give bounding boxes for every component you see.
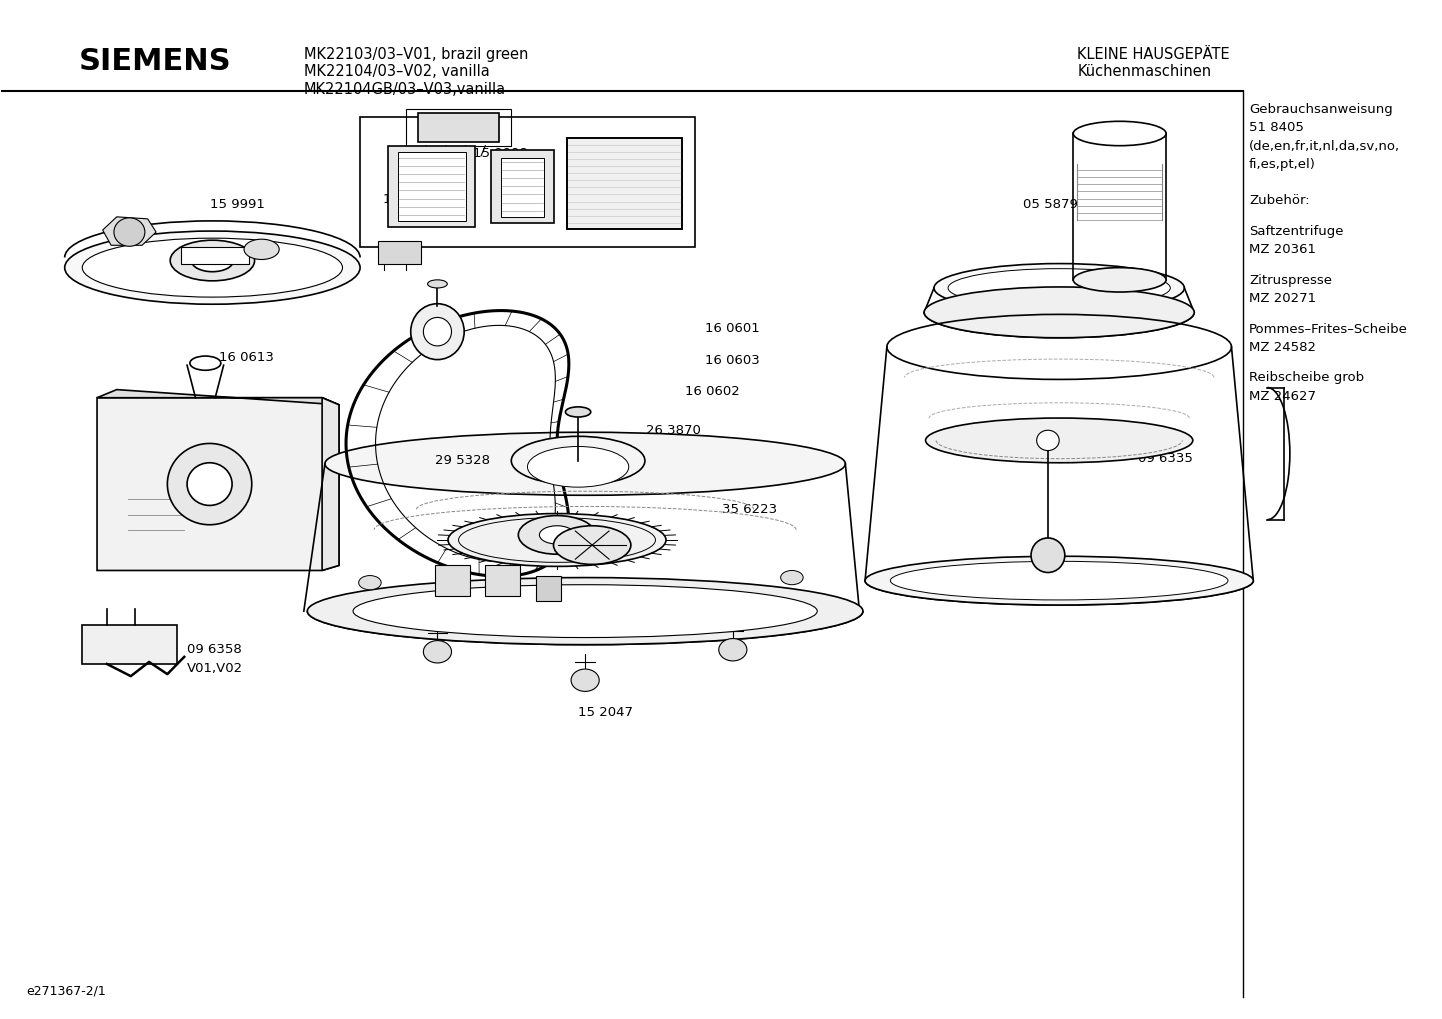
Ellipse shape (114, 218, 144, 247)
Ellipse shape (518, 516, 596, 554)
Ellipse shape (1073, 121, 1167, 146)
Bar (407, 109, 510, 146)
Bar (567, 138, 682, 229)
Ellipse shape (571, 669, 600, 692)
Text: 15 9998: 15 9998 (473, 148, 528, 160)
Text: 09 6334: 09 6334 (1082, 300, 1136, 313)
Text: MZ 20271: MZ 20271 (1249, 292, 1317, 305)
Text: MZ 24582: MZ 24582 (1249, 340, 1317, 354)
Ellipse shape (65, 231, 360, 305)
Bar (378, 242, 421, 264)
Text: Gebrauchsanweisung: Gebrauchsanweisung (1249, 103, 1393, 116)
Text: 15 9998: 15 9998 (382, 193, 437, 206)
Text: 15 2047: 15 2047 (578, 706, 633, 719)
Text: MZ 20361: MZ 20361 (1249, 244, 1317, 256)
Bar (434, 566, 470, 596)
Text: Zubehör:: Zubehör: (1249, 195, 1309, 208)
Ellipse shape (424, 318, 451, 345)
Ellipse shape (865, 556, 1253, 605)
Ellipse shape (187, 463, 232, 505)
Ellipse shape (424, 641, 451, 663)
Bar (490, 150, 554, 223)
Text: 09 6358: 09 6358 (187, 643, 242, 656)
Bar (500, 158, 544, 217)
Ellipse shape (353, 585, 818, 638)
Polygon shape (97, 389, 339, 405)
Text: 16 0613: 16 0613 (219, 351, 274, 364)
Ellipse shape (718, 639, 747, 661)
Text: 26 7164: 26 7164 (590, 194, 645, 207)
Ellipse shape (1031, 538, 1064, 573)
Ellipse shape (934, 264, 1184, 313)
Ellipse shape (307, 578, 862, 645)
Ellipse shape (539, 526, 574, 544)
Ellipse shape (512, 436, 645, 485)
Ellipse shape (359, 576, 381, 590)
Text: MZ 24627: MZ 24627 (1249, 389, 1317, 403)
Ellipse shape (448, 514, 666, 567)
Ellipse shape (428, 280, 447, 288)
Text: 16 0602: 16 0602 (685, 385, 740, 398)
Bar (360, 117, 695, 248)
Bar (398, 152, 466, 221)
Ellipse shape (565, 407, 591, 417)
Ellipse shape (947, 269, 1171, 308)
Text: e271367-2/1: e271367-2/1 (27, 984, 107, 998)
Text: 16 0603: 16 0603 (705, 354, 760, 367)
Text: 51 8405: 51 8405 (1249, 121, 1304, 135)
Bar (486, 566, 521, 596)
Text: (de,en,fr,it,nl,da,sv,no,: (de,en,fr,it,nl,da,sv,no, (1249, 140, 1400, 153)
Bar (418, 113, 499, 142)
Text: MK22104GB/03–V03,vanilla: MK22104GB/03–V03,vanilla (304, 82, 506, 97)
Text: 05 5879: 05 5879 (1022, 198, 1077, 211)
Text: Reibscheibe grob: Reibscheibe grob (1249, 371, 1364, 384)
Bar (536, 576, 561, 601)
Text: Küchenmaschinen: Küchenmaschinen (1077, 64, 1211, 79)
Text: Zitruspresse: Zitruspresse (1249, 274, 1332, 286)
Text: 35 6223: 35 6223 (721, 503, 777, 516)
Ellipse shape (82, 238, 343, 298)
Ellipse shape (170, 240, 255, 281)
Text: fi,es,pt,el): fi,es,pt,el) (1249, 158, 1317, 171)
Ellipse shape (1037, 430, 1060, 450)
Text: V01,V02: V01,V02 (187, 661, 244, 675)
Polygon shape (102, 217, 156, 246)
Bar (388, 146, 476, 227)
Text: 16 0601: 16 0601 (705, 322, 760, 335)
Text: 26 0836: 26 0836 (238, 271, 293, 284)
Text: 26 3870: 26 3870 (646, 424, 701, 437)
Text: Pommes–Frites–Scheibe: Pommes–Frites–Scheibe (1249, 323, 1407, 335)
Ellipse shape (528, 446, 629, 487)
Ellipse shape (780, 571, 803, 585)
Ellipse shape (324, 432, 845, 495)
Text: MK22103/03–V01, brazil green: MK22103/03–V01, brazil green (304, 47, 528, 62)
Text: Saftzentrifuge: Saftzentrifuge (1249, 225, 1344, 238)
Polygon shape (322, 397, 339, 571)
Ellipse shape (1073, 268, 1167, 292)
Ellipse shape (890, 561, 1229, 600)
Text: KLEINE HAUSGЕРÄTE: KLEINE HAUSGЕРÄTE (1077, 47, 1230, 62)
Text: 29 5328: 29 5328 (434, 454, 490, 468)
Bar (82, 626, 177, 664)
Ellipse shape (411, 304, 464, 360)
Ellipse shape (926, 418, 1193, 463)
Text: MK22104/03–V02, vanilla: MK22104/03–V02, vanilla (304, 64, 490, 79)
Text: 09 6335: 09 6335 (1138, 452, 1193, 466)
Ellipse shape (190, 356, 221, 370)
Ellipse shape (924, 287, 1194, 337)
Ellipse shape (192, 250, 234, 272)
Polygon shape (97, 397, 339, 571)
Ellipse shape (554, 526, 630, 565)
Text: SIEMENS: SIEMENS (79, 47, 231, 76)
Bar (182, 248, 249, 264)
Ellipse shape (167, 443, 252, 525)
Bar (567, 138, 682, 229)
Ellipse shape (244, 239, 280, 260)
Text: 15 9991: 15 9991 (209, 198, 264, 211)
Text: 15 3962: 15 3962 (418, 123, 473, 136)
